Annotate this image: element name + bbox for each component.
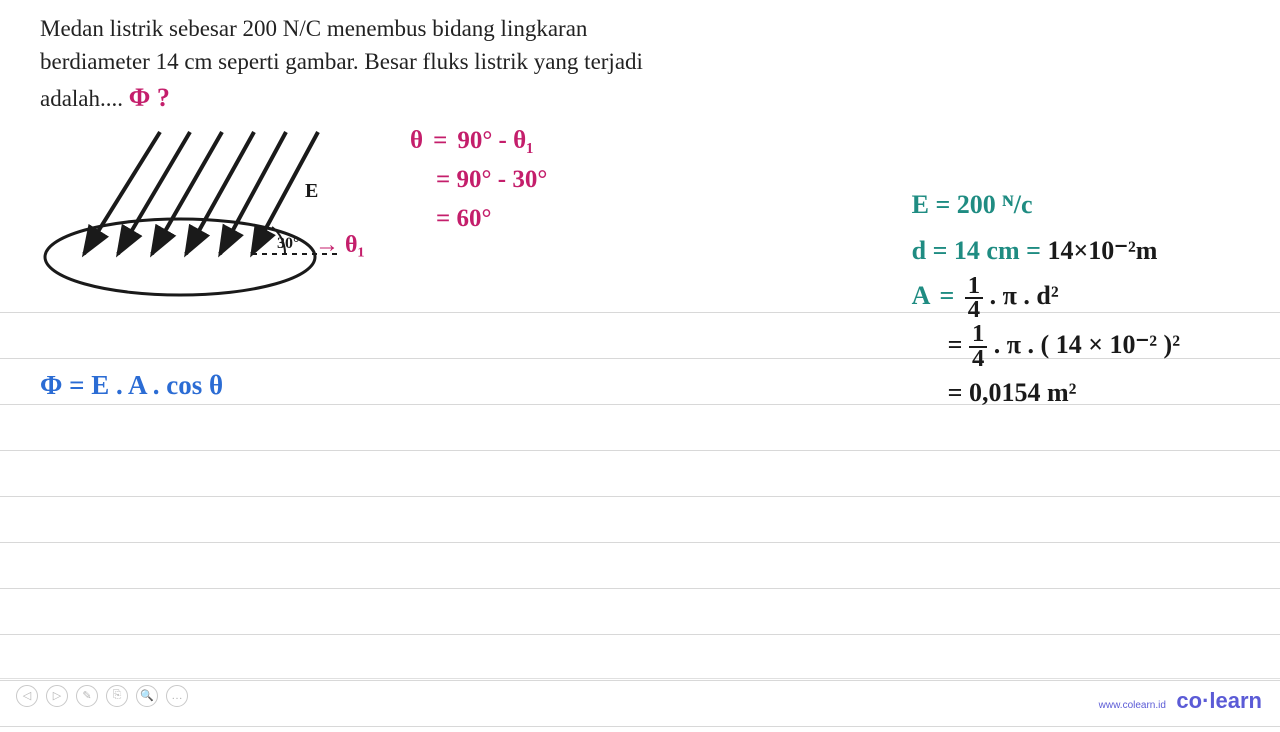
given-A2-rest: . π . ( 14 × 10⁻² )²: [994, 330, 1180, 359]
site-url: www.colearn.id: [1099, 700, 1166, 711]
theta-calculation: θ = 90° - θ₁ = 90° - 30° = 60°: [410, 122, 547, 238]
more-button[interactable]: …: [166, 685, 188, 707]
brand-co: co: [1176, 688, 1202, 713]
brand-learn: learn: [1209, 688, 1262, 713]
phi-question: Φ ?: [129, 83, 170, 112]
given-values: E = 200 ᴺ/c d = 14 cm = 14×10⁻²m A = 1 4…: [912, 182, 1180, 415]
copy-button[interactable]: ⎘: [106, 685, 128, 707]
problem-statement: Medan listrik sebesar 200 N/C menembus b…: [40, 12, 740, 116]
field-diagram: E 30°: [40, 122, 370, 302]
brand-logo: www.colearn.id co·learn: [1099, 688, 1262, 714]
given-A-eq: =: [939, 281, 954, 310]
theta-lhs: θ: [410, 122, 423, 161]
problem-line-1: Medan listrik sebesar 200 N/C menembus b…: [40, 12, 740, 45]
given-A3: = 0,0154 m²: [912, 370, 1180, 416]
flux-formula: Φ = E . A . cos θ: [40, 370, 223, 401]
given-A-lhs: A: [912, 281, 929, 310]
toolbar: ◁ ▷ ✎ ⎘ 🔍 …: [0, 678, 1280, 712]
draw-button[interactable]: ✎: [76, 685, 98, 707]
given-d-rhs: 14×10⁻²m: [1047, 236, 1157, 265]
eq-sym: =: [948, 330, 963, 359]
theta-eq: =: [433, 122, 447, 161]
angle-label: 30°: [277, 235, 299, 252]
frac-1-4-b: 1 4: [969, 323, 987, 369]
frac-1-4: 1 4: [965, 275, 983, 321]
problem-line-3-text: adalah....: [40, 86, 123, 111]
next-button[interactable]: ▷: [46, 685, 68, 707]
given-A-rest: . π . d²: [990, 281, 1059, 310]
theta-line3: = 60°: [410, 200, 547, 239]
given-E-rhs: = 200 ᴺ/c: [935, 190, 1032, 219]
zoom-button[interactable]: 🔍: [136, 685, 158, 707]
given-E-lhs: E: [912, 190, 929, 219]
given-d-mid: = 14 cm =: [933, 236, 1041, 265]
given-d-lhs: d: [912, 236, 926, 265]
problem-line-2: berdiameter 14 cm seperti gambar. Besar …: [40, 45, 740, 78]
theta-rhs1: 90° - θ₁: [457, 122, 533, 161]
problem-line-3: adalah.... Φ ?: [40, 79, 740, 117]
label-E: E: [305, 180, 318, 202]
theta-line2: = 90° - 30°: [410, 161, 547, 200]
theta1-annotation: → θ₁: [315, 232, 365, 259]
prev-button[interactable]: ◁: [16, 685, 38, 707]
